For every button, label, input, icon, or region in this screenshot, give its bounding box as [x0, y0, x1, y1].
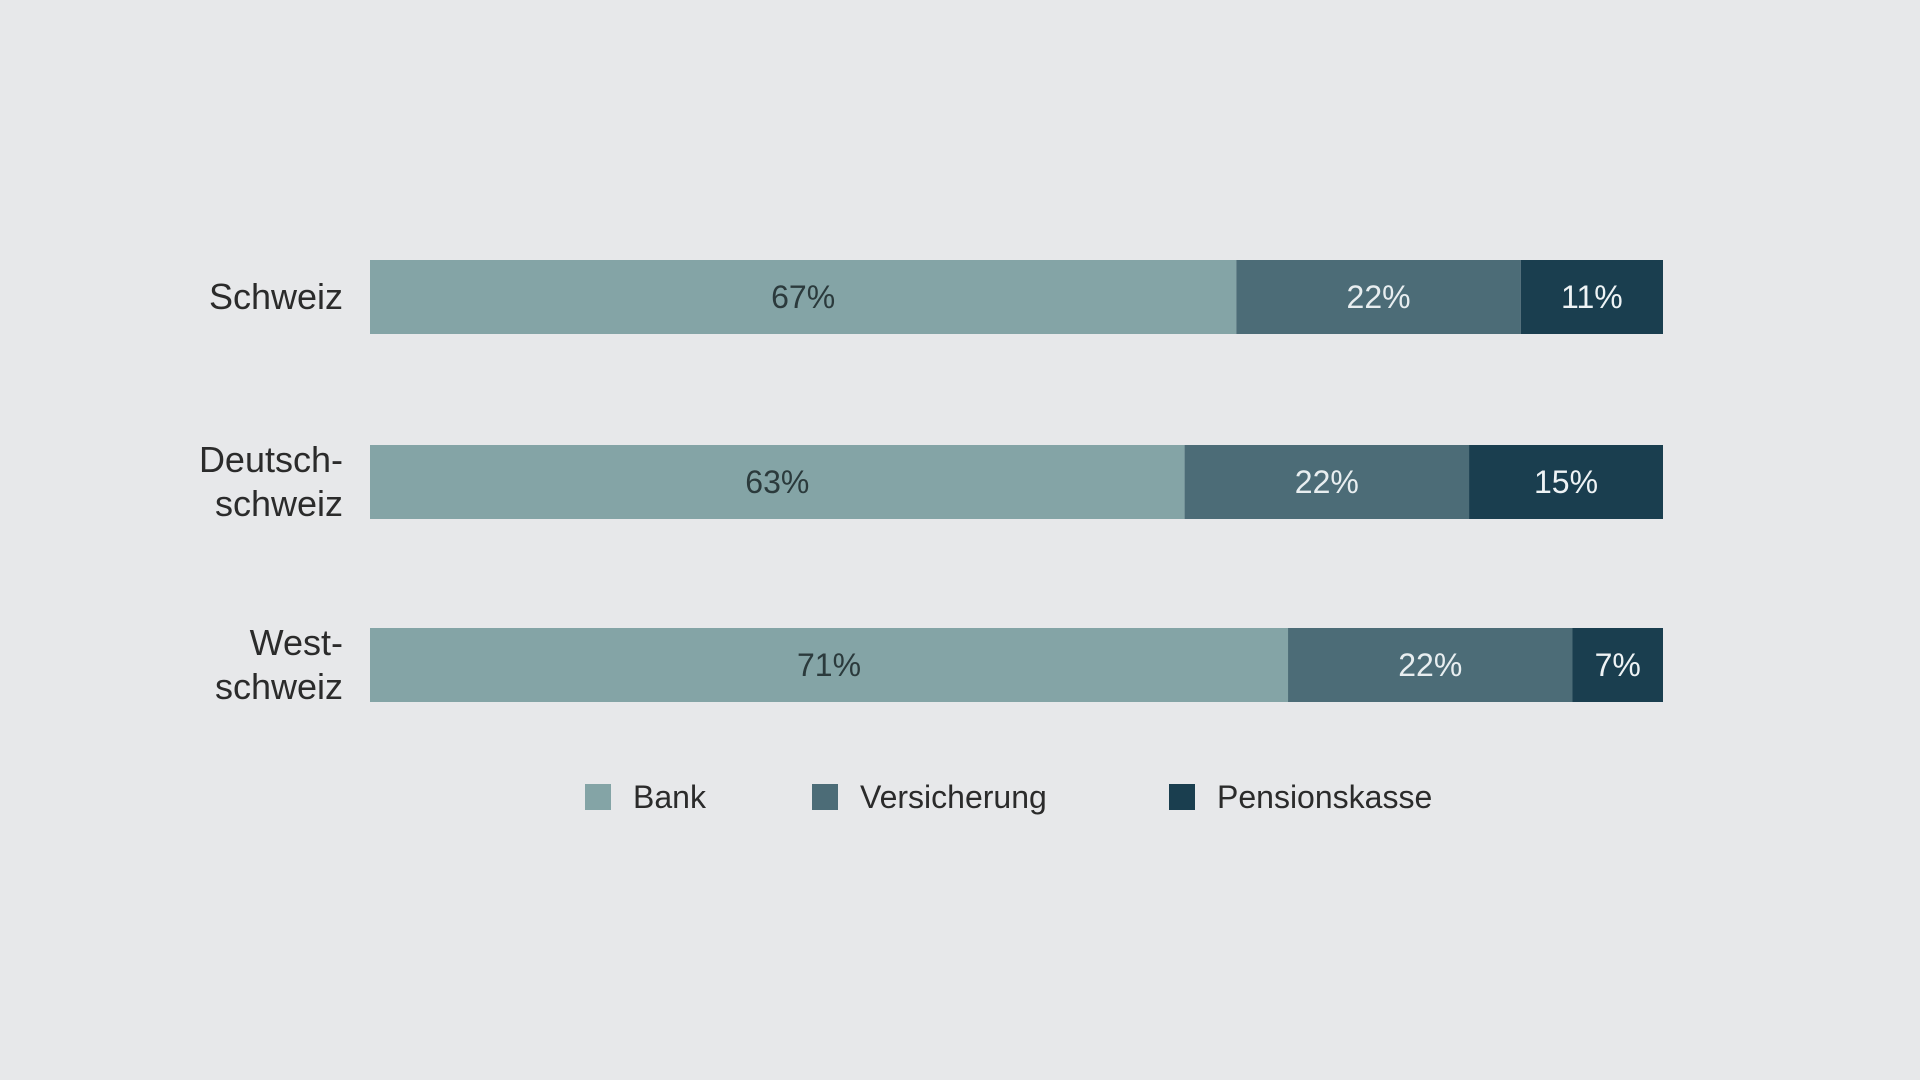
legend-swatch-pensionskasse: [1169, 784, 1195, 810]
data-label-westschweiz-versicherung: 22%: [1398, 647, 1462, 683]
category-label-schweiz: Schweiz: [209, 276, 343, 317]
data-label-deutschschweiz-versicherung: 22%: [1295, 464, 1359, 500]
bar-segment-westschweiz-pensionskasse: [1572, 628, 1663, 702]
bars-layer: 67% 22% 11% 63% 22% 15% 71% 22% 7%: [370, 260, 1663, 702]
bar-segment-deutschschweiz-bank: [370, 445, 1185, 519]
legend-label-versicherung: Versicherung: [860, 779, 1047, 815]
category-label-deutschschweiz-line1: Deutsch-: [199, 439, 343, 480]
category-label-westschweiz-line1: West-: [250, 622, 343, 663]
data-label-schweiz-versicherung: 22%: [1347, 279, 1411, 315]
legend-label-pensionskasse: Pensionskasse: [1217, 779, 1432, 815]
legend-item-versicherung: Versicherung: [812, 779, 1047, 815]
data-label-westschweiz-pensionskasse: 7%: [1595, 647, 1641, 683]
bar-segment-westschweiz-bank: [370, 628, 1289, 702]
data-label-deutschschweiz-bank: 63%: [745, 464, 809, 500]
bar-segment-schweiz-versicherung: [1236, 260, 1521, 334]
legend-label-bank: Bank: [633, 779, 707, 815]
bar-segment-schweiz-pensionskasse: [1520, 260, 1663, 334]
legend: Bank Versicherung Pensionskasse: [585, 779, 1432, 815]
legend-item-bank: Bank: [585, 779, 707, 815]
legend-item-pensionskasse: Pensionskasse: [1169, 779, 1432, 815]
data-label-deutschschweiz-pensionskasse: 15%: [1534, 464, 1598, 500]
data-label-westschweiz-bank: 71%: [797, 647, 861, 683]
bar-segment-deutschschweiz-versicherung: [1184, 445, 1470, 519]
legend-swatch-bank: [585, 784, 611, 810]
legend-swatch-versicherung: [812, 784, 838, 810]
bar-segment-deutschschweiz-pensionskasse: [1469, 445, 1663, 519]
bar-segment-schweiz-bank: [370, 260, 1237, 334]
category-label-westschweiz-line2: schweiz: [215, 666, 343, 707]
data-label-schweiz-bank: 67%: [771, 279, 835, 315]
bar-segment-westschweiz-versicherung: [1288, 628, 1573, 702]
category-label-deutschschweiz-line2: schweiz: [215, 483, 343, 524]
data-label-schweiz-pensionskasse: 11%: [1561, 279, 1623, 315]
